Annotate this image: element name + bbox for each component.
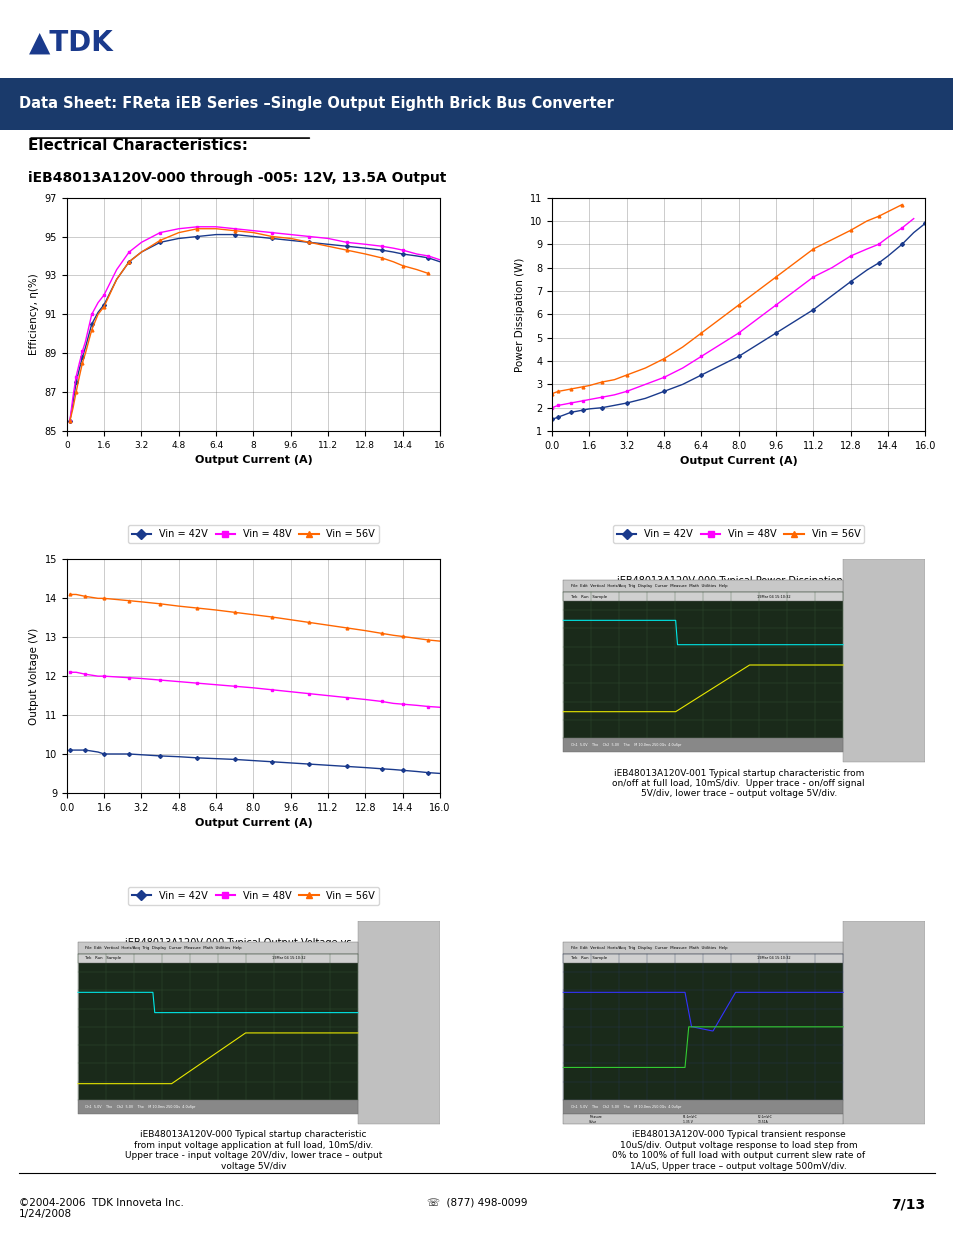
X-axis label: Output Current (A): Output Current (A) xyxy=(679,456,797,467)
Text: iEB48013A120V-000 Typical Output Voltage vs. Load
Current at Ta = 25 degrees: iEB48013A120V-000 Typical Output Voltage… xyxy=(125,937,381,960)
Text: ©2004-2006  TDK Innoveta Inc.
1/24/2008: ©2004-2006 TDK Innoveta Inc. 1/24/2008 xyxy=(19,1198,184,1219)
FancyBboxPatch shape xyxy=(562,1100,842,1114)
Text: 19Mar 04 15:10:32: 19Mar 04 15:10:32 xyxy=(757,594,790,599)
Y-axis label: Efficiency, η(%): Efficiency, η(%) xyxy=(30,273,39,356)
Text: 19Mar 04 15:10:32: 19Mar 04 15:10:32 xyxy=(757,956,790,961)
Text: P2:1mVrC
13.51A: P2:1mVrC 13.51A xyxy=(757,1115,771,1124)
FancyBboxPatch shape xyxy=(562,592,842,601)
Text: 19Mar 04 15:10:32: 19Mar 04 15:10:32 xyxy=(272,956,305,961)
FancyBboxPatch shape xyxy=(78,1100,357,1114)
Text: Tek   Run   Sample: Tek Run Sample xyxy=(86,956,121,961)
Text: Electrical Characteristics:: Electrical Characteristics: xyxy=(29,138,248,153)
Text: iEB48013A120V-000 through -005: 12V, 13.5A Output: iEB48013A120V-000 through -005: 12V, 13.… xyxy=(29,170,446,185)
FancyBboxPatch shape xyxy=(562,579,842,592)
Text: iEB48013A120V-000 Typical Power Dissipation vs.
Input Voltage at Ta=25 degrees: iEB48013A120V-000 Typical Power Dissipat… xyxy=(617,576,860,598)
FancyBboxPatch shape xyxy=(78,941,357,953)
FancyBboxPatch shape xyxy=(842,921,924,1124)
Text: Ch1  5.0V    Tho    Ch2  5.0V    Tho    M 10.0ms 250.0Gs  4.0uSpr: Ch1 5.0V Tho Ch2 5.0V Tho M 10.0ms 250.0… xyxy=(86,1105,195,1109)
Y-axis label: Output Voltage (V): Output Voltage (V) xyxy=(30,627,39,725)
FancyBboxPatch shape xyxy=(562,1114,842,1124)
Text: Measure
Value: Measure Value xyxy=(589,1115,601,1124)
FancyBboxPatch shape xyxy=(562,953,842,963)
Text: File  Edit  Vertical  Horiz/Acq  Trig  Display  Cursor  Measure  Math  Utilities: File Edit Vertical Horiz/Acq Trig Displa… xyxy=(570,584,726,588)
Text: ▲TDK: ▲TDK xyxy=(29,28,113,57)
Text: P1:1mVrC
1.35 V: P1:1mVrC 1.35 V xyxy=(682,1115,697,1124)
FancyBboxPatch shape xyxy=(562,739,842,752)
FancyBboxPatch shape xyxy=(562,941,842,953)
Text: Data Sheet: FReta iEB Series –Single Output Eighth Brick Bus Converter: Data Sheet: FReta iEB Series –Single Out… xyxy=(19,96,614,111)
Text: iEB48013A120V-000 Typical startup characteristic
from input voltage application : iEB48013A120V-000 Typical startup charac… xyxy=(125,1130,382,1171)
Legend: Vin = 42V, Vin = 48V, Vin = 56V: Vin = 42V, Vin = 48V, Vin = 56V xyxy=(128,887,378,905)
Text: ☏  (877) 498-0099: ☏ (877) 498-0099 xyxy=(426,1198,527,1208)
Text: iEB48013A120V-000 Typical Efficiency vs. Input
Voltage at Ta=25 degrees.: iEB48013A120V-000 Typical Efficiency vs.… xyxy=(137,576,369,598)
Text: Tek   Run   Sample: Tek Run Sample xyxy=(570,594,606,599)
Y-axis label: Power Dissipation (W): Power Dissipation (W) xyxy=(514,257,524,372)
X-axis label: Output Current (A): Output Current (A) xyxy=(194,456,312,466)
Text: Ch1  5.0V    Tho    Ch2  5.0V    Tho    M 10.0ms 250.0Gs  4.0uSpr: Ch1 5.0V Tho Ch2 5.0V Tho M 10.0ms 250.0… xyxy=(570,1105,680,1109)
Text: Ch1  5.0V    Tho    Ch2  5.0V    Tho    M 10.0ms 250.0Gs  4.0uSpr: Ch1 5.0V Tho Ch2 5.0V Tho M 10.0ms 250.0… xyxy=(570,743,680,747)
Text: Tek   Run   Sample: Tek Run Sample xyxy=(570,956,606,961)
Text: iEB48013A120V-001 Typical startup characteristic from
on/off at full load, 10mS/: iEB48013A120V-001 Typical startup charac… xyxy=(612,768,864,798)
Text: File  Edit  Vertical  Horiz/Acq  Trig  Display  Cursor  Measure  Math  Utilities: File Edit Vertical Horiz/Acq Trig Displa… xyxy=(570,946,726,950)
FancyBboxPatch shape xyxy=(357,921,439,1124)
Text: iEB48013A120V-000 Typical transient response
10uS/div. Output voltage response t: iEB48013A120V-000 Typical transient resp… xyxy=(612,1130,864,1171)
X-axis label: Output Current (A): Output Current (A) xyxy=(194,818,312,829)
FancyBboxPatch shape xyxy=(78,953,357,1100)
Text: File  Edit  Vertical  Horiz/Acq  Trig  Display  Cursor  Measure  Math  Utilities: File Edit Vertical Horiz/Acq Trig Displa… xyxy=(86,946,242,950)
FancyBboxPatch shape xyxy=(562,592,842,739)
FancyBboxPatch shape xyxy=(842,559,924,762)
Text: 7/13: 7/13 xyxy=(890,1198,924,1212)
FancyBboxPatch shape xyxy=(562,953,842,1100)
Legend: Vin = 42V, Vin = 48V, Vin = 56V: Vin = 42V, Vin = 48V, Vin = 56V xyxy=(613,525,863,543)
Legend: Vin = 42V, Vin = 48V, Vin = 56V: Vin = 42V, Vin = 48V, Vin = 56V xyxy=(128,525,378,543)
FancyBboxPatch shape xyxy=(0,78,953,130)
FancyBboxPatch shape xyxy=(78,953,357,963)
